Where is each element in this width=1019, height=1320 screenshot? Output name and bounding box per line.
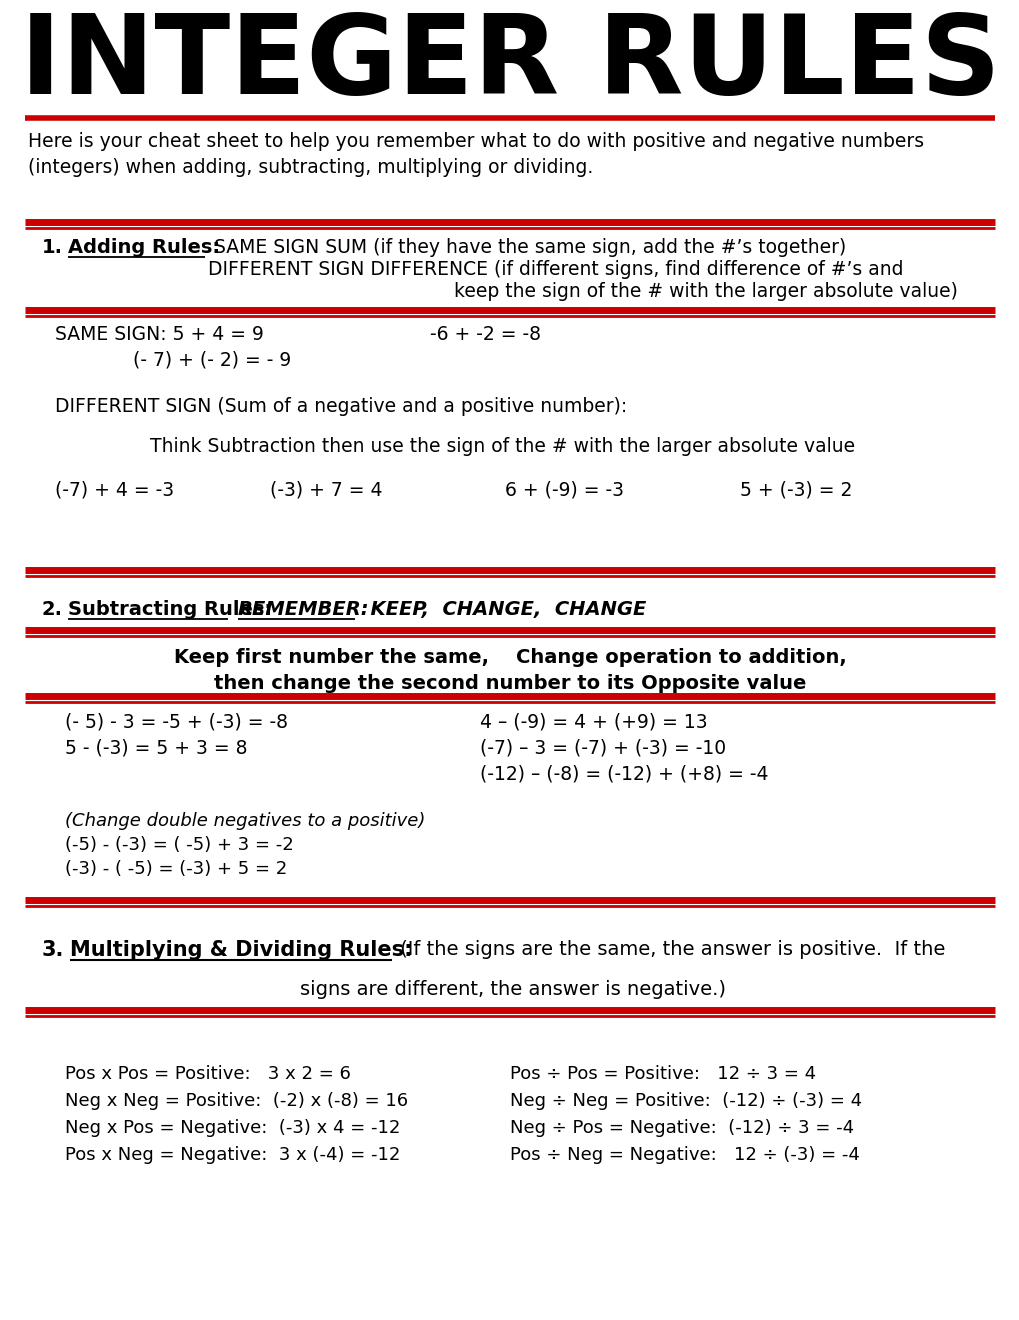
Text: Adding Rules:: Adding Rules: bbox=[68, 238, 220, 257]
Text: 2.: 2. bbox=[42, 601, 63, 619]
Text: 5 + (-3) = 2: 5 + (-3) = 2 bbox=[739, 480, 852, 499]
Text: SAME SIGN: 5 + 4 = 9: SAME SIGN: 5 + 4 = 9 bbox=[55, 325, 264, 345]
Text: Keep first number the same,    Change operation to addition,: Keep first number the same, Change opera… bbox=[173, 648, 846, 667]
Text: SAME SIGN SUM (if they have the same sign, add the #’s together): SAME SIGN SUM (if they have the same sig… bbox=[208, 238, 846, 257]
Text: INTEGER RULES: INTEGER RULES bbox=[19, 11, 1000, 117]
Text: 3.: 3. bbox=[42, 940, 64, 960]
Text: 4 – (-9) = 4 + (+9) = 13: 4 – (-9) = 4 + (+9) = 13 bbox=[480, 711, 707, 731]
Text: DIFFERENT SIGN (Sum of a negative and a positive number):: DIFFERENT SIGN (Sum of a negative and a … bbox=[55, 397, 627, 416]
Text: DIFFERENT SIGN DIFFERENCE (if different signs, find difference of #’s and: DIFFERENT SIGN DIFFERENCE (if different … bbox=[208, 260, 903, 279]
Text: (- 5) - 3 = -5 + (-3) = -8: (- 5) - 3 = -5 + (-3) = -8 bbox=[65, 711, 287, 731]
Text: then change the second number to its Opposite value: then change the second number to its Opp… bbox=[214, 675, 805, 693]
Text: REMEMBER:: REMEMBER: bbox=[237, 601, 369, 619]
Text: keep the sign of the # with the larger absolute value): keep the sign of the # with the larger a… bbox=[208, 282, 957, 301]
Text: 5 - (-3) = 5 + 3 = 8: 5 - (-3) = 5 + 3 = 8 bbox=[65, 738, 248, 756]
Text: 1.: 1. bbox=[42, 238, 63, 257]
Text: Subtracting Rules:: Subtracting Rules: bbox=[68, 601, 272, 619]
Text: (-7) + 4 = -3: (-7) + 4 = -3 bbox=[55, 480, 174, 499]
Text: Neg x Neg = Positive:  (-2) x (-8) = 16: Neg x Neg = Positive: (-2) x (-8) = 16 bbox=[65, 1092, 408, 1110]
Text: (-3) - ( -5) = (-3) + 5 = 2: (-3) - ( -5) = (-3) + 5 = 2 bbox=[65, 861, 287, 878]
Text: (- 7) + (- 2) = - 9: (- 7) + (- 2) = - 9 bbox=[55, 351, 291, 370]
Text: Here is your cheat sheet to help you remember what to do with positive and negat: Here is your cheat sheet to help you rem… bbox=[28, 132, 923, 150]
Text: (-5) - (-3) = ( -5) + 3 = -2: (-5) - (-3) = ( -5) + 3 = -2 bbox=[65, 836, 293, 854]
Text: 6 + (-9) = -3: 6 + (-9) = -3 bbox=[504, 480, 624, 499]
Text: Neg ÷ Neg = Positive:  (-12) ÷ (-3) = 4: Neg ÷ Neg = Positive: (-12) ÷ (-3) = 4 bbox=[510, 1092, 861, 1110]
Text: Neg ÷ Pos = Negative:  (-12) ÷ 3 = -4: Neg ÷ Pos = Negative: (-12) ÷ 3 = -4 bbox=[510, 1119, 853, 1137]
Text: ​KEEP,  CHANGE,  CHANGE: ​KEEP, CHANGE, CHANGE bbox=[357, 601, 646, 619]
Text: Neg x Pos = Negative:  (-3) x 4 = -12: Neg x Pos = Negative: (-3) x 4 = -12 bbox=[65, 1119, 400, 1137]
Text: Pos x Neg = Negative:  3 x (-4) = -12: Pos x Neg = Negative: 3 x (-4) = -12 bbox=[65, 1146, 400, 1164]
Text: (integers) when adding, subtracting, multiplying or dividing.: (integers) when adding, subtracting, mul… bbox=[28, 158, 593, 177]
Text: (If the signs are the same, the answer is positive.  If the: (If the signs are the same, the answer i… bbox=[393, 940, 945, 960]
Text: (-12) – (-8) = (-12) + (+8) = -4: (-12) – (-8) = (-12) + (+8) = -4 bbox=[480, 764, 767, 783]
Text: (Change double negatives to a positive): (Change double negatives to a positive) bbox=[65, 812, 425, 830]
Text: Multiplying & Dividing Rules:: Multiplying & Dividing Rules: bbox=[70, 940, 412, 960]
Text: (-7) – 3 = (-7) + (-3) = -10: (-7) – 3 = (-7) + (-3) = -10 bbox=[480, 738, 726, 756]
Text: Pos ÷ Pos = Positive:   12 ÷ 3 = 4: Pos ÷ Pos = Positive: 12 ÷ 3 = 4 bbox=[510, 1065, 815, 1082]
Text: Pos ÷ Neg = Negative:   12 ÷ (-3) = -4: Pos ÷ Neg = Negative: 12 ÷ (-3) = -4 bbox=[510, 1146, 859, 1164]
Text: -6 + -2 = -8: -6 + -2 = -8 bbox=[430, 325, 540, 345]
Text: signs are different, the answer is negative.): signs are different, the answer is negat… bbox=[300, 979, 726, 999]
Text: Pos x Pos = Positive:   3 x 2 = 6: Pos x Pos = Positive: 3 x 2 = 6 bbox=[65, 1065, 351, 1082]
Text: (-3) + 7 = 4: (-3) + 7 = 4 bbox=[270, 480, 382, 499]
Text: Think Subtraction then use the sign of the # with the larger absolute value: Think Subtraction then use the sign of t… bbox=[150, 437, 854, 455]
